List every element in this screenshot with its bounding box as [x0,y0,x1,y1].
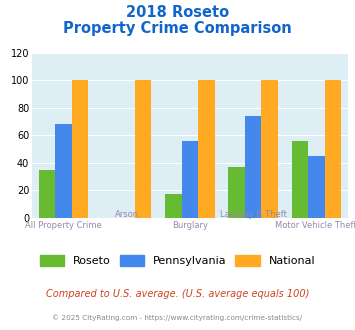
Bar [324,80,341,218]
Bar [55,124,72,218]
Bar [72,80,88,218]
Bar [165,194,182,218]
Bar [261,80,278,218]
Text: 2018 Roseto: 2018 Roseto [126,5,229,20]
Text: Property Crime Comparison: Property Crime Comparison [63,21,292,36]
Text: All Property Crime: All Property Crime [25,221,102,230]
Bar [182,141,198,218]
Bar [135,80,151,218]
Text: Motor Vehicle Theft: Motor Vehicle Theft [275,221,355,230]
Bar [198,80,214,218]
Text: Compared to U.S. average. (U.S. average equals 100): Compared to U.S. average. (U.S. average … [46,289,309,299]
Legend: Roseto, Pennsylvania, National: Roseto, Pennsylvania, National [36,251,319,270]
Bar [245,116,261,218]
Text: Burglary: Burglary [172,221,208,230]
Bar [308,156,324,218]
Bar [39,170,55,218]
Bar [229,167,245,218]
Text: © 2025 CityRating.com - https://www.cityrating.com/crime-statistics/: © 2025 CityRating.com - https://www.city… [53,314,302,321]
Text: Arson: Arson [115,210,139,218]
Text: Larceny & Theft: Larceny & Theft [220,210,286,218]
Bar [292,141,308,218]
